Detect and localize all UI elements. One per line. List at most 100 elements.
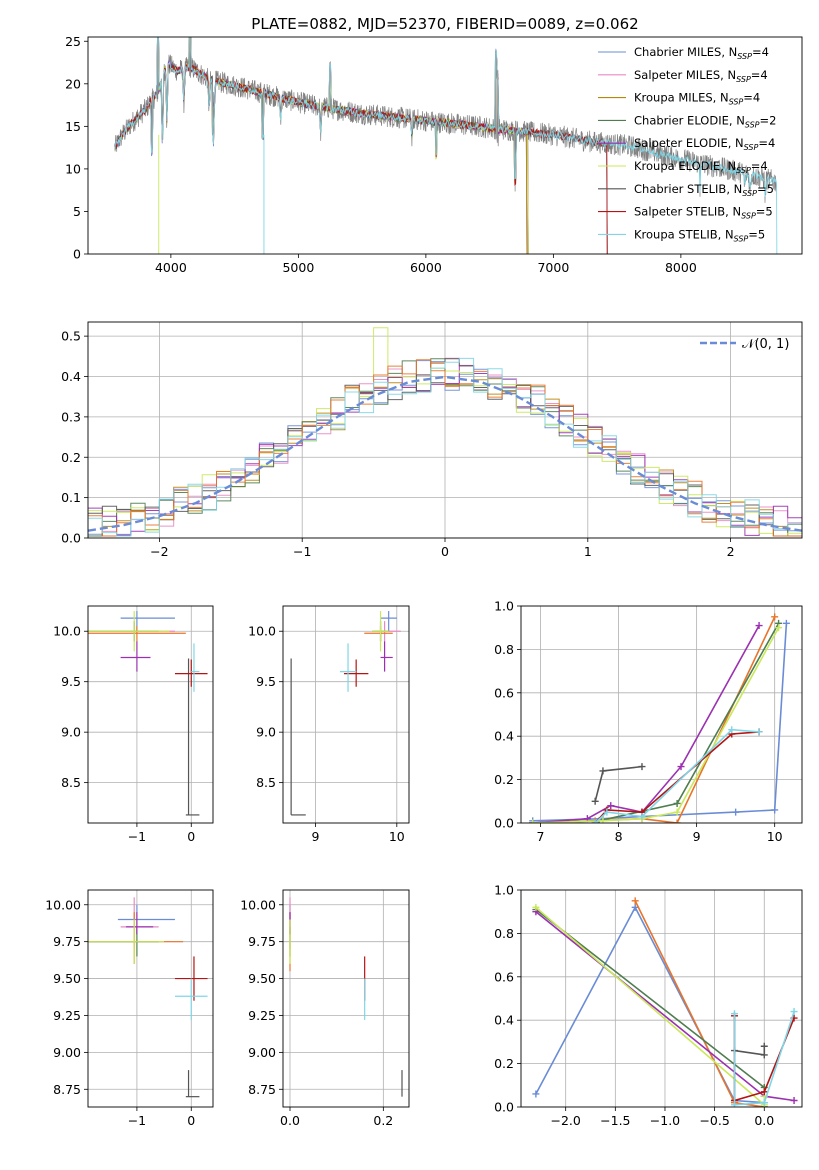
legend-nssp-label: N [734,182,743,196]
x-tick-label: 7 [537,829,545,844]
legend-nssp-value: =5 [756,205,773,219]
legend-entry: Kroupa STELIB, NSSP=5 [634,227,765,243]
series-marker [638,812,646,820]
legend-nssp-label: N [732,205,741,219]
plot-area-age-vs-Z [88,606,213,823]
plot-area-weight-vs-Z [521,890,802,1107]
legend-nssp-subscript: SSP [744,143,759,152]
series-marker [730,1010,738,1018]
legend-model-name: Salpeter ELODIE [634,136,728,150]
y-tick-label: 9.00 [53,1045,81,1060]
error-point-chabrier-stelib [290,658,306,816]
series-marker [529,819,537,823]
legend-separator: , [718,227,725,241]
plot-area-mass-vs-ebv [283,890,409,1107]
x-tick-label: 6000 [410,260,442,275]
y-tick-label: 0.2 [61,450,81,465]
y-tick-label: 9.0 [256,725,276,740]
legend-separator: , [720,68,727,82]
error-point-chabrier-stelib [185,1070,200,1098]
x-tick-label: 0 [441,544,449,559]
error-point-salpeter-elodie [126,912,154,935]
series-chabrier-miles [529,619,790,823]
axes-frame [282,889,410,1108]
series-marker [775,624,783,632]
y-tick-label: 0.0 [494,1100,514,1115]
series-chabrier-stelib [730,1042,768,1059]
error-point-kroupa-stelib [174,978,208,1020]
series-marker [771,613,779,621]
y-tick-label: 10.0 [53,624,81,639]
x-tick-label: −1 [293,544,311,559]
plot-area-mass-vs-Z [88,890,213,1107]
series-marker [760,1088,768,1096]
legend-model-name: Kroupa STELIB [634,227,718,241]
series-line [734,1046,766,1056]
y-tick-label: 8.75 [53,1082,81,1097]
y-tick-label: 0.0 [494,816,514,831]
error-point-salpeter-stelib [174,659,208,687]
x-tick-label: 1 [584,544,592,559]
error-point-salpeter-elodie [380,641,393,672]
y-tick-label: 0.6 [494,685,514,700]
panel-residual-hist: −2 −1 0 1 2 0.0 0.1 0.2 0.3 0.4 0.5 𝒩(0, 1) [61,321,803,559]
y-tick-label: 8.5 [256,775,276,790]
series-marker [638,763,646,771]
legend-separator: , [720,159,727,173]
y-tick-label: 0.0 [61,531,81,546]
model-spectrum-salpeter-miles [114,37,528,254]
x-tick-label: −2.0 [551,1113,581,1128]
error-point-chabrier-miles [120,611,175,632]
y-tick-label: 9.5 [61,674,81,689]
plot-area-residual-hist [88,322,802,538]
legend-separator: , [729,113,736,127]
y-tick-label: 0.8 [494,642,514,657]
y-tick-label: 25 [65,34,81,49]
x-tick-label: 8 [615,829,623,844]
series-marker [760,1051,768,1059]
x-tick-label: −1.0 [650,1113,680,1128]
y-tick-label: 9.00 [248,1045,276,1060]
series-chabrier-stelib [591,763,646,805]
legend-nssp-value: =4 [752,45,769,59]
x-tick-label: 0 [187,829,195,844]
legend-nssp-value: =4 [751,159,768,173]
legend-nssp-value: =4 [743,91,760,105]
legend-nssp-label: N [720,91,729,105]
series-marker [603,808,611,816]
x-tick-label: 0.0 [280,1113,300,1128]
series-marker [677,763,685,771]
legend-model-name: Salpeter STELIB [634,205,725,219]
model-spectrum-kroupa-stelib [114,37,778,254]
y-tick-label: 9.75 [248,934,276,949]
y-tick-label: 1.0 [494,883,514,898]
y-tick-label: 15 [65,119,81,134]
axes-frame [520,889,803,1108]
x-tick-label: −2 [150,544,168,559]
x-tick-label: −1.5 [600,1113,630,1128]
x-tick-label: −0.5 [699,1113,729,1128]
legend-nssp-label: N [729,45,738,59]
legend-entry: Kroupa MILES, NSSP=4 [634,91,760,107]
x-tick-label: 0 [187,1113,195,1128]
legend-nssp-label: N [735,136,744,150]
error-point-kroupa-stelib [339,643,357,692]
model-spectrum-chabrier-miles [114,37,528,254]
series-marker [771,806,779,814]
plot-area-age-vs-mass [283,606,409,823]
series-marker [790,1008,798,1016]
error-point-kroupa-elodie [88,611,170,652]
y-tick-label: 0.2 [494,772,514,787]
y-tick-label: 0 [73,247,81,262]
series-marker [599,767,607,775]
panel-age-vs-mass: 9 10 8.5 9.0 9.5 10.0 [248,605,410,844]
series-line [532,625,760,823]
x-tick-label: −1 [128,1113,146,1128]
y-tick-label: 0.5 [61,329,81,344]
panel-spectrum: 4000 5000 6000 7000 8000 0 5 10 15 20 25 Chabrier M… [65,34,803,275]
error-point-chabrier-miles [380,611,397,632]
plot-area-weight-vs-age [521,606,802,823]
x-tick-label: 0.0 [754,1113,774,1128]
legend-nssp-value: =5 [748,227,765,241]
